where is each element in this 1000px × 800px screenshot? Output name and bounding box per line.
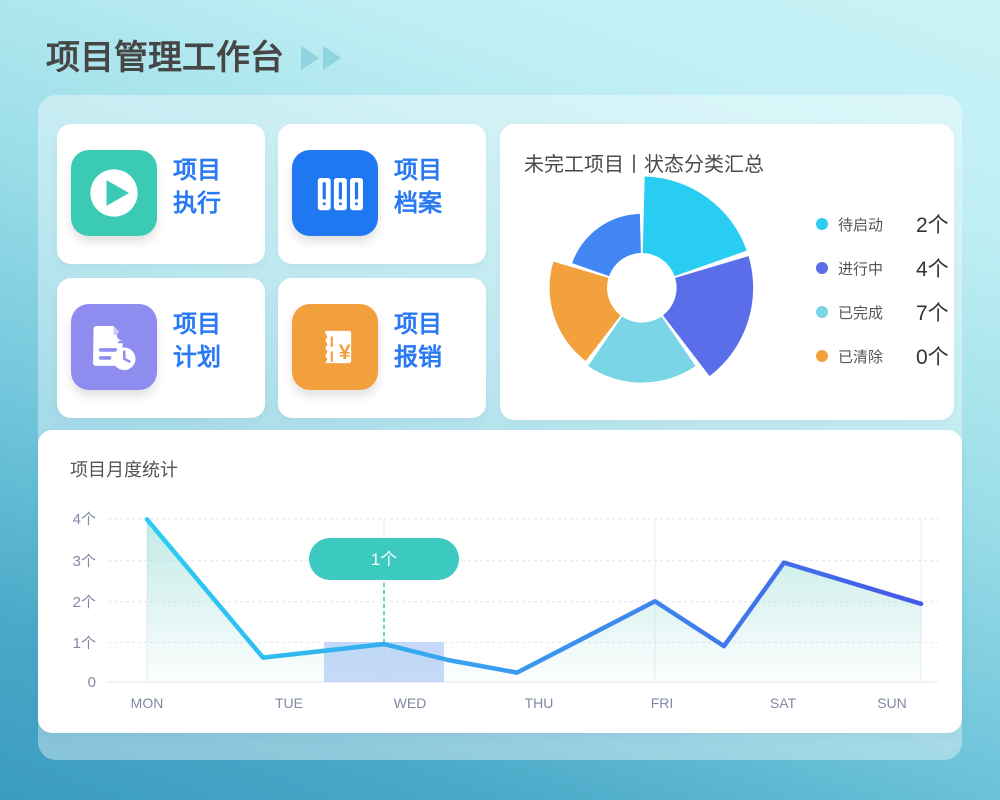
svg-text:TUE: TUE (275, 695, 303, 711)
svg-text:2个: 2个 (73, 594, 96, 611)
svg-text:THU: THU (525, 695, 554, 711)
svg-text:1个: 1个 (73, 635, 96, 652)
svg-text:4个: 4个 (73, 511, 96, 528)
svg-text:¥: ¥ (339, 340, 351, 364)
svg-text:MON: MON (131, 695, 164, 711)
svg-text:0: 0 (88, 674, 96, 691)
svg-text:WED: WED (394, 695, 427, 711)
svg-text:3个: 3个 (73, 553, 96, 570)
svg-text:SUN: SUN (877, 695, 907, 711)
svg-text:FRI: FRI (651, 695, 674, 711)
svg-text:1个: 1个 (371, 550, 397, 569)
svg-text:SAT: SAT (770, 695, 797, 711)
